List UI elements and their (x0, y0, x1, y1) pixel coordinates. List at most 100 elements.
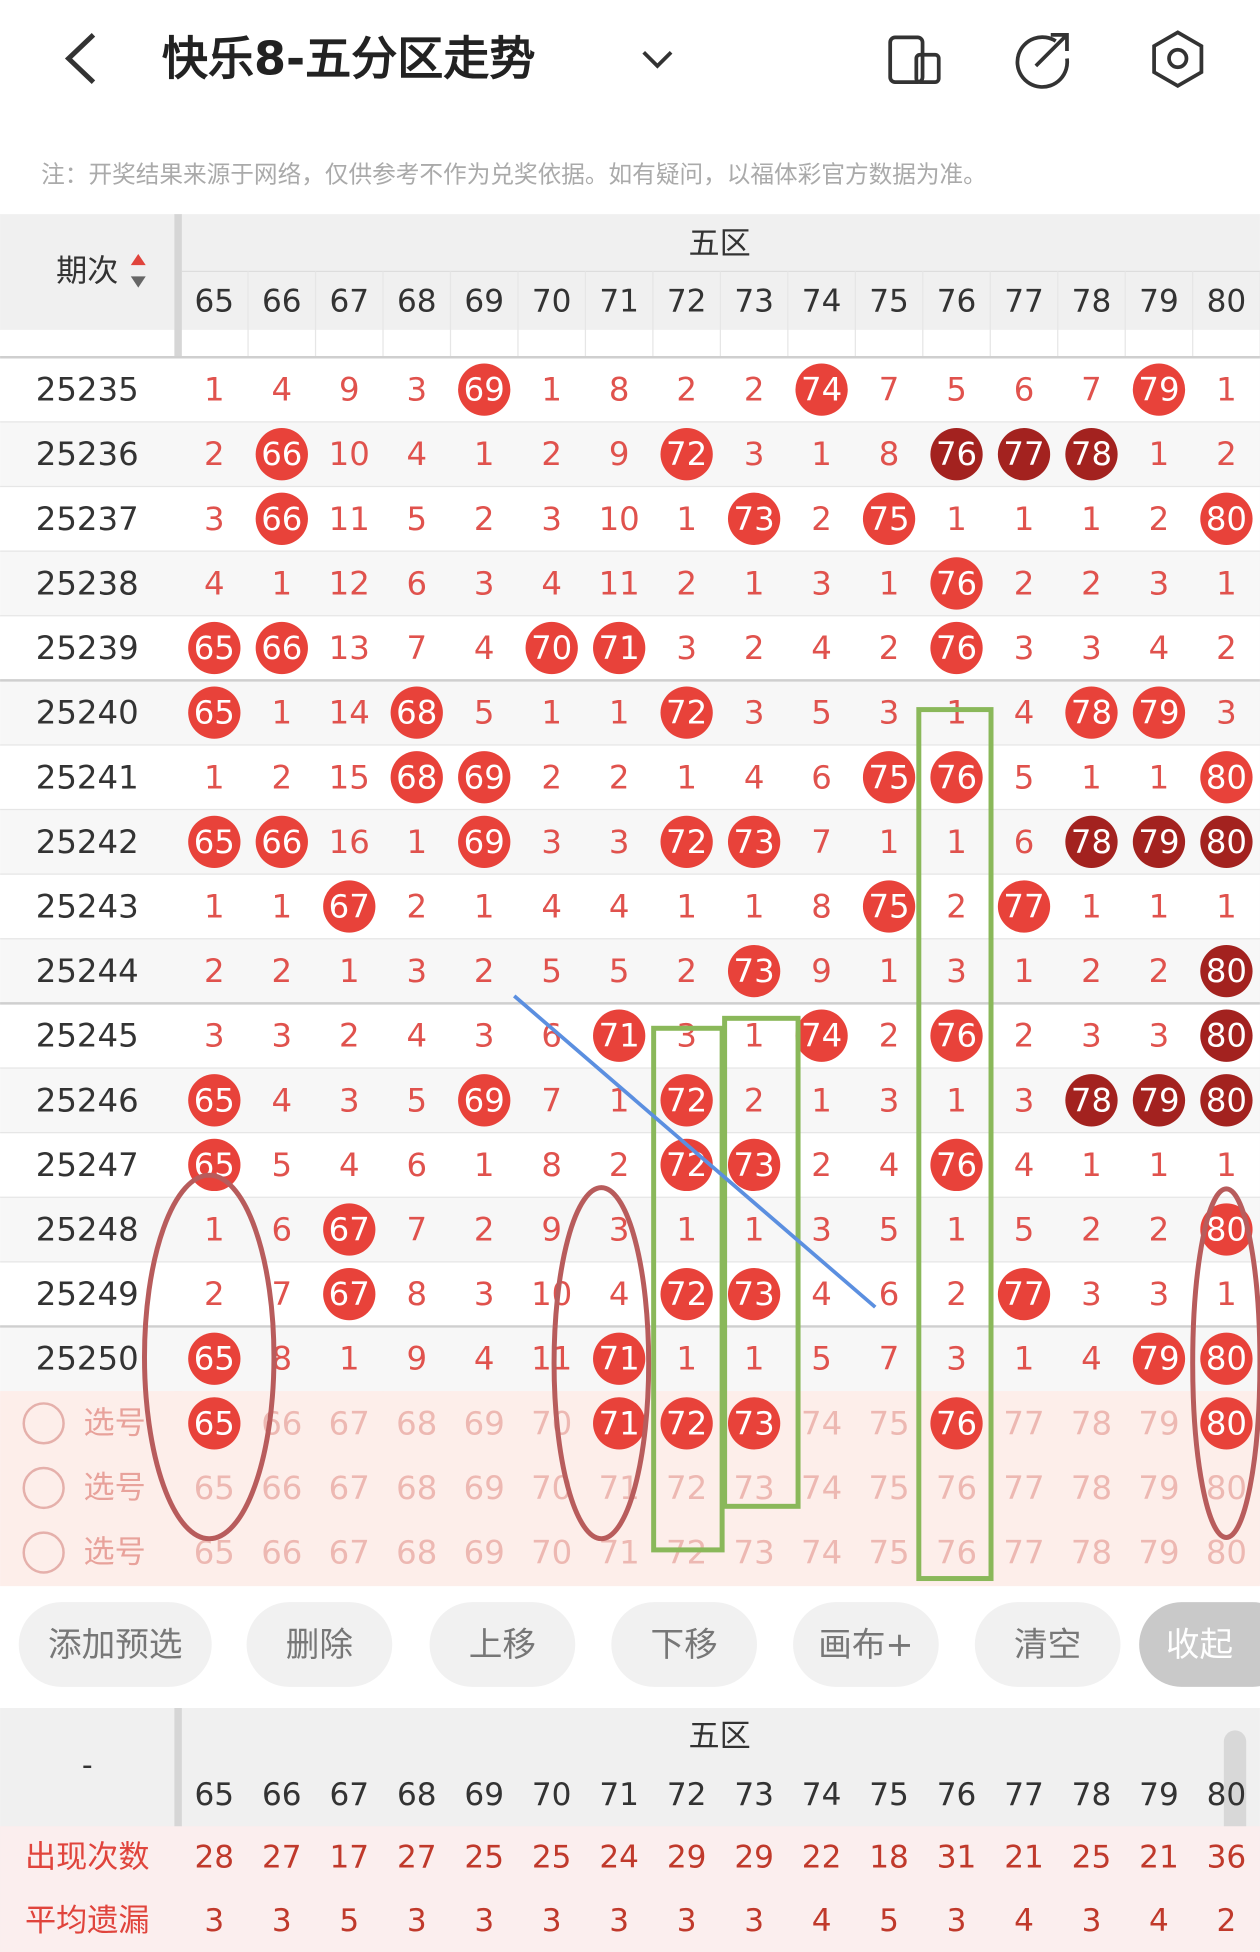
miss-count: 5 (474, 694, 495, 732)
pick-option[interactable]: 78 (1071, 1534, 1112, 1572)
pick-option[interactable]: 72 (666, 1534, 707, 1572)
miss-count: 2 (946, 887, 967, 925)
pick-option[interactable]: 77 (1003, 1469, 1044, 1507)
pick-option[interactable]: 74 (801, 1469, 842, 1507)
pick-option[interactable]: 72 (666, 1469, 707, 1507)
miss-count: 1 (1149, 758, 1170, 796)
device-icon[interactable] (888, 35, 941, 85)
pick-option[interactable]: 75 (868, 1469, 909, 1507)
period: 25239 (36, 629, 139, 667)
hit-ball (458, 1074, 511, 1127)
button-bg[interactable] (1139, 1602, 1260, 1687)
hit-ball (1132, 1332, 1186, 1385)
pick-option[interactable]: 66 (261, 1469, 302, 1507)
miss-count: 1 (1216, 564, 1237, 602)
back-button[interactable] (64, 33, 96, 84)
stats-rows-bg (0, 1826, 1260, 1952)
hit-number: 79 (1138, 1081, 1179, 1119)
pick-ball[interactable] (593, 1397, 646, 1450)
miss-count: 4 (406, 1017, 427, 1055)
button[interactable]: 删除 (286, 1625, 353, 1664)
pick-option[interactable]: 69 (464, 1534, 505, 1572)
button-bg[interactable] (18, 1602, 212, 1687)
button-bg[interactable] (246, 1602, 393, 1687)
pick-number[interactable]: 71 (599, 1404, 640, 1442)
pick-option[interactable]: 70 (531, 1534, 572, 1572)
hit-number: 79 (1138, 823, 1179, 861)
period-header[interactable]: 期次 (56, 253, 118, 289)
miss-count: 2 (1081, 952, 1102, 990)
hit-number: 66 (261, 629, 302, 667)
pick-ball[interactable] (727, 1397, 781, 1450)
share-icon[interactable] (1015, 32, 1070, 89)
pick-option[interactable]: 79 (1138, 1404, 1179, 1442)
pick-option[interactable]: 68 (396, 1469, 437, 1507)
pick-checkbox[interactable] (22, 1466, 65, 1510)
pick-option[interactable]: 73 (734, 1469, 775, 1507)
pick-ball[interactable] (660, 1397, 713, 1450)
pick-option[interactable]: 73 (734, 1534, 775, 1572)
pick-option[interactable]: 75 (868, 1534, 909, 1572)
pick-option[interactable]: 69 (464, 1404, 505, 1442)
miss-count: 1 (1081, 758, 1102, 796)
button[interactable]: 清空 (1014, 1625, 1081, 1664)
pick-ball[interactable] (1200, 1397, 1253, 1450)
pick-option[interactable]: 68 (396, 1404, 437, 1442)
miss-count: 1 (474, 435, 495, 473)
pick-ball[interactable] (930, 1397, 983, 1450)
button[interactable]: 下移 (651, 1625, 718, 1664)
pick-option[interactable]: 76 (936, 1534, 977, 1572)
pick-option[interactable]: 69 (464, 1469, 505, 1507)
pick-option[interactable]: 77 (1003, 1404, 1044, 1442)
pick-option[interactable]: 74 (801, 1534, 842, 1572)
miss-count: 3 (1216, 694, 1237, 732)
stats-value: 4 (1014, 1903, 1034, 1939)
pick-option[interactable]: 70 (531, 1404, 572, 1442)
settings-icon[interactable] (1152, 30, 1204, 89)
pick-checkbox[interactable] (22, 1531, 65, 1574)
button-bg[interactable] (611, 1602, 757, 1687)
pick-option[interactable]: 79 (1138, 1469, 1179, 1507)
pick-option[interactable]: 67 (329, 1469, 370, 1507)
button-bg[interactable] (974, 1602, 1121, 1687)
pick-option[interactable]: 74 (801, 1404, 842, 1442)
sort-up[interactable] (130, 253, 146, 266)
button-bg[interactable] (793, 1602, 939, 1687)
pick-ball[interactable] (188, 1397, 241, 1450)
pick-number[interactable]: 72 (666, 1404, 707, 1442)
hit-ball (862, 751, 916, 804)
pick-option[interactable]: 78 (1071, 1404, 1112, 1442)
button[interactable]: 添加预选 (48, 1625, 182, 1664)
button[interactable]: 画布+ (818, 1625, 913, 1664)
miss-count: 1 (676, 758, 697, 796)
hit-number: 78 (1071, 1081, 1112, 1119)
title-dropdown[interactable] (642, 50, 673, 69)
pick-number[interactable]: 73 (734, 1404, 775, 1442)
pick-checkbox[interactable] (22, 1402, 65, 1445)
button[interactable]: 上移 (469, 1625, 536, 1664)
hit-ball (1132, 815, 1186, 869)
miss-count: 3 (676, 1017, 697, 1055)
pick-option[interactable]: 68 (396, 1534, 437, 1572)
pick-option[interactable]: 75 (868, 1404, 909, 1442)
pick-number[interactable]: 76 (936, 1404, 977, 1442)
button-bg[interactable] (429, 1602, 576, 1687)
pick-option[interactable]: 79 (1138, 1534, 1179, 1572)
pick-option[interactable]: 78 (1071, 1469, 1112, 1507)
pick-option[interactable]: 65 (194, 1469, 235, 1507)
pick-option[interactable]: 67 (329, 1404, 370, 1442)
miss-count: 4 (1081, 1340, 1102, 1378)
pick-option[interactable]: 67 (329, 1534, 370, 1572)
miss-count: 3 (406, 371, 427, 409)
pick-option[interactable]: 77 (1003, 1534, 1044, 1572)
pick-number[interactable]: 65 (194, 1404, 235, 1442)
hit-number: 76 (936, 435, 977, 473)
pick-option[interactable]: 76 (936, 1469, 977, 1507)
pick-option[interactable]: 80 (1206, 1469, 1247, 1507)
hit-ball (593, 1332, 646, 1385)
pick-number[interactable]: 80 (1206, 1404, 1247, 1442)
sort-down[interactable] (130, 276, 146, 288)
pick-option[interactable]: 66 (261, 1534, 302, 1572)
button[interactable]: 收起 (1166, 1625, 1233, 1664)
miss-count: 4 (811, 1275, 832, 1313)
